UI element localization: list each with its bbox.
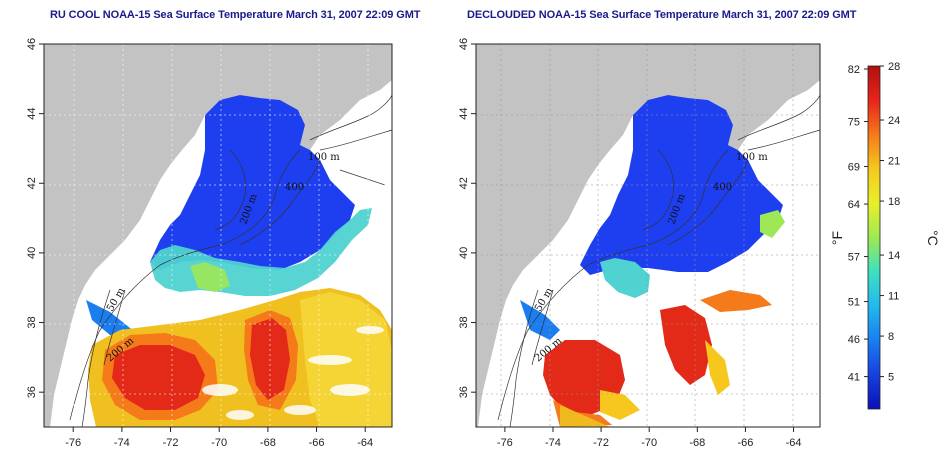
fahrenheit-unit-label: °F xyxy=(829,231,845,245)
right-lon-tick-label: -64 xyxy=(786,437,802,449)
colorbar-f-tick-label: 51 xyxy=(848,297,860,309)
right-lat-tick-label: 38 xyxy=(458,316,470,328)
left-contour-label-400: 400 xyxy=(285,182,304,193)
colorbar-c-tick-label: 14 xyxy=(888,250,900,262)
colorbar-f-tick-label: 46 xyxy=(848,334,860,346)
right-sst-map: 100 m 200 m 400 50 m 200 m xyxy=(475,43,821,428)
right-lat-tick-label: 40 xyxy=(458,247,470,259)
left-lon-tick-label: -68 xyxy=(260,437,276,449)
right-map-title: DECLOUDED NOAA-15 Sea Surface Temperatur… xyxy=(467,9,857,21)
colorbar-c-tick-label: 8 xyxy=(888,331,894,343)
left-grid xyxy=(44,44,392,427)
left-lon-tick-label: -72 xyxy=(163,437,179,449)
right-lon-tick-label: -66 xyxy=(737,437,753,449)
colorbar-fahrenheit-ticks: 82 75 69 64 57 51 46 41 xyxy=(848,64,868,384)
right-lat-tick-label: 36 xyxy=(458,386,470,398)
left-map-axes: -76 -74 -72 -70 -68 -66 -64 46 44 42 40 38 36 xyxy=(26,38,373,449)
left-lat-tick-label: 46 xyxy=(26,38,38,50)
colorbar-c-tick-label: 24 xyxy=(888,115,900,127)
left-lat-tick-label: 36 xyxy=(26,386,38,398)
left-lon-tick-label: -74 xyxy=(114,437,130,449)
colorbar-f-tick-label: 41 xyxy=(848,372,860,384)
colorbar-frame xyxy=(867,65,881,410)
colorbar-f-tick-label: 75 xyxy=(848,117,860,129)
right-shelf-water xyxy=(600,258,650,298)
left-bathymetry-contours xyxy=(69,94,392,427)
right-lon-tick-label: -72 xyxy=(593,437,609,449)
left-lat-tick-label: 38 xyxy=(26,316,38,328)
colorbar-f-tick-label: 69 xyxy=(848,162,860,174)
colorbar-f-tick-label: 82 xyxy=(848,64,860,76)
right-bathymetry-contours xyxy=(497,94,820,427)
left-lon-tick-label: -66 xyxy=(309,437,325,449)
left-sst-map: 100 m 200 m 400 50 m 200 m xyxy=(43,43,393,428)
left-lat-tick-label: 40 xyxy=(26,247,38,259)
left-map-frame xyxy=(43,43,393,428)
right-contour-label-400: 400 xyxy=(713,182,732,193)
right-lat-tick-label: 42 xyxy=(458,177,470,189)
left-contour-label-100m: 100 m xyxy=(308,152,340,163)
left-lon-tick-label: -76 xyxy=(65,437,81,449)
right-lon-tick-label: -70 xyxy=(641,437,657,449)
left-cold-water xyxy=(150,95,355,270)
right-map-frame xyxy=(475,43,821,428)
right-grid xyxy=(476,44,820,427)
left-land-mass xyxy=(44,44,392,427)
right-map-axes: -76 -74 -72 -70 -68 -66 -64 46 44 42 40 38 36 xyxy=(458,38,802,449)
right-lon-tick-label: -76 xyxy=(497,437,513,449)
colorbar-c-tick-label: 11 xyxy=(888,291,899,303)
left-lon-tick-label: -64 xyxy=(357,437,373,449)
right-lon-tick-label: -68 xyxy=(689,437,705,449)
colorbar-c-tick-label: 28 xyxy=(888,61,900,73)
left-lon-tick-label: -70 xyxy=(211,437,227,449)
colorbar-f-tick-label: 57 xyxy=(848,252,860,264)
right-lon-tick-label: -74 xyxy=(545,437,561,449)
temperature-colorbar: 82 75 69 64 57 51 46 41 28 24 21 18 14 11 8 5 °F °C xyxy=(829,61,941,410)
celsius-unit-label: °C xyxy=(925,230,941,246)
left-map-title: RU COOL NOAA-15 Sea Surface Temperature … xyxy=(50,9,421,21)
right-contour-label-100m: 100 m xyxy=(736,152,768,163)
left-lat-tick-label: 42 xyxy=(26,177,38,189)
colorbar-f-tick-label: 64 xyxy=(848,199,860,211)
colorbar-celsius-ticks: 28 24 21 18 14 11 8 5 xyxy=(880,61,900,384)
left-lat-tick-label: 44 xyxy=(26,108,38,120)
colorbar-ramp xyxy=(868,66,880,409)
colorbar-c-tick-label: 21 xyxy=(888,156,900,168)
right-land-mass xyxy=(476,44,820,427)
left-cloud-speckle xyxy=(108,290,384,420)
right-lat-tick-label: 46 xyxy=(458,38,470,50)
colorbar-c-tick-label: 5 xyxy=(888,372,894,384)
colorbar-c-tick-label: 18 xyxy=(888,196,900,208)
right-lat-tick-label: 44 xyxy=(458,108,470,120)
